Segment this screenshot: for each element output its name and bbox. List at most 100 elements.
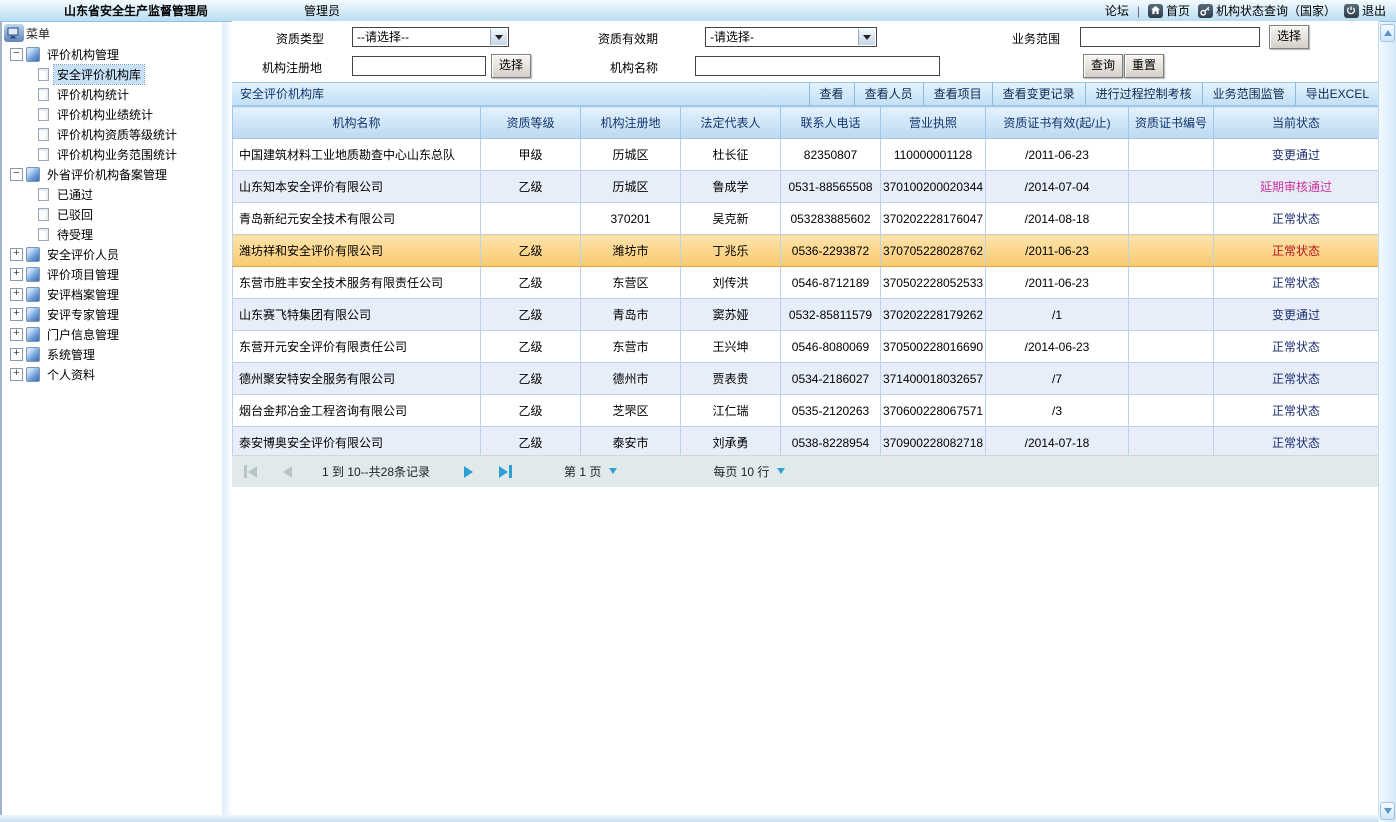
process-control-audit-button[interactable]: 进行过程控制考核 <box>1084 83 1202 105</box>
reg-input[interactable] <box>352 56 486 76</box>
table-row[interactable]: 青岛新纪元安全技术有限公司 370201 吴克新 053283885602 37… <box>232 202 1379 235</box>
page-icon <box>38 147 49 161</box>
reset-button[interactable]: 重置 <box>1124 54 1165 78</box>
status-query-link[interactable]: 机构状态查询（国家） <box>1197 2 1336 19</box>
sidebar-item-yeji-tongji[interactable]: 评价机构业绩统计 <box>8 104 224 124</box>
cell-reg: 青岛市 <box>580 298 681 331</box>
first-page-button[interactable] <box>244 465 257 478</box>
expand-icon[interactable] <box>10 287 23 301</box>
sidebar-item-zizhi-dengji-tongji[interactable]: 评价机构资质等级统计 <box>8 124 224 144</box>
scroll-up-icon[interactable] <box>1380 24 1395 42</box>
table-row[interactable]: 德州聚安特安全服务有限公司 乙级 德州市 贾表贵 0534-2186027 37… <box>232 362 1379 395</box>
table-row[interactable]: 泰安博奥安全评价有限公司 乙级 泰安市 刘承勇 0538-8228954 370… <box>232 426 1379 459</box>
sidebar-item-yibohui[interactable]: 已驳回 <box>8 204 224 224</box>
cell-validity: /2014-06-23 <box>985 330 1129 363</box>
forum-link[interactable]: 论坛 <box>1104 4 1129 18</box>
chevron-down-icon[interactable] <box>609 467 618 478</box>
expand-icon[interactable] <box>10 267 23 281</box>
scope-label: 业务范围 <box>1012 32 1061 46</box>
cell-legal: 吴克新 <box>680 202 781 235</box>
chevron-down-icon[interactable] <box>777 467 786 478</box>
expand-icon[interactable] <box>10 307 23 321</box>
cell-cert-no <box>1128 330 1214 363</box>
cell-legal: 贾表贵 <box>680 362 781 395</box>
view-change-log-button[interactable]: 查看变更记录 <box>991 83 1085 105</box>
sidebar-group-pingjia-xiangmu-guanli[interactable]: 评价项目管理 <box>8 264 224 284</box>
table-row-selected[interactable]: 潍坊祥和安全评价有限公司 乙级 潍坊市 丁兆乐 0536-2293872 370… <box>232 234 1379 267</box>
home-link[interactable]: 首页 <box>1147 2 1190 19</box>
chevron-down-icon[interactable] <box>858 29 875 45</box>
sidebar-item-yitongguo[interactable]: 已通过 <box>8 184 224 204</box>
cell-validity: /2011-06-23 <box>985 138 1129 171</box>
logout-link[interactable]: 退出 <box>1343 2 1386 19</box>
name-input[interactable] <box>695 56 940 76</box>
expand-icon[interactable] <box>10 367 23 381</box>
cell-phone: 053283885602 <box>780 202 881 235</box>
scope-select-button[interactable]: 选择 <box>1269 25 1310 49</box>
folder-icon <box>26 166 40 182</box>
page-number-select[interactable]: 第 1 页 <box>564 463 618 480</box>
menu-title: 菜单 <box>26 26 51 41</box>
next-page-button[interactable] <box>464 465 474 478</box>
table-header-row: 机构名称 资质等级 机构注册地 法定代表人 联系人电话 营业执照 资质证书有效(… <box>232 106 1379 139</box>
reg-select-button[interactable]: 选择 <box>491 54 532 78</box>
cell-license: 370502228052533 <box>880 266 986 299</box>
table-row[interactable]: 东营市胜丰安全技术服务有限责任公司 乙级 东营区 刘传洪 0546-871218… <box>232 266 1379 299</box>
computer-icon <box>4 24 24 42</box>
table-row[interactable]: 山东赛飞特集团有限公司 乙级 青岛市 窦苏娅 0532-85811579 370… <box>232 298 1379 331</box>
col-header-name: 机构名称 <box>232 106 481 139</box>
cell-grade: 乙级 <box>480 362 581 395</box>
sidebar-group-anping-zhuanjia-guanli[interactable]: 安评专家管理 <box>8 304 224 324</box>
cell-validity: /2014-08-18 <box>985 202 1129 235</box>
collapse-icon[interactable] <box>10 47 23 61</box>
sidebar-group-waisheng-beian[interactable]: 外省评价机构备案管理 <box>8 164 224 184</box>
cell-phone: 0538-8228954 <box>780 426 881 459</box>
col-header-status: 当前状态 <box>1213 106 1379 139</box>
sidebar-item-yewu-fanwei-tongji[interactable]: 评价机构业务范围统计 <box>8 144 224 164</box>
last-page-button[interactable] <box>499 465 513 478</box>
table-row[interactable]: 烟台金邦冶金工程咨询有限公司 乙级 芝罘区 江仁瑞 0535-2120263 3… <box>232 394 1379 427</box>
view-personnel-button[interactable]: 查看人员 <box>853 83 923 105</box>
vertical-scrollbar[interactable] <box>1378 22 1396 822</box>
cell-reg: 芝罘区 <box>580 394 681 427</box>
sidebar-group-anping-dangan-guanli[interactable]: 安评档案管理 <box>8 284 224 304</box>
expand-icon[interactable] <box>10 327 23 341</box>
validity-select[interactable]: -请选择- <box>705 27 877 47</box>
sidebar-item-anquan-pingjia-jigouku[interactable]: 安全评价机构库 <box>8 63 224 85</box>
sidebar-item-daishouli[interactable]: 待受理 <box>8 224 224 244</box>
top-bar-links: 论坛 | 首页 机构状态查询（国家） 退出 <box>1105 0 1386 21</box>
prev-page-button[interactable] <box>283 465 292 478</box>
scope-input[interactable] <box>1080 27 1260 47</box>
type-select[interactable]: --请选择-- <box>352 27 509 47</box>
view-projects-button[interactable]: 查看项目 <box>922 83 992 105</box>
sidebar-divider <box>222 22 232 815</box>
status-badge: 变更通过 <box>1213 298 1379 331</box>
sidebar-group-pingjia-jigou-guanli[interactable]: 评价机构管理 <box>8 44 224 64</box>
sidebar-group-geren-ziliao[interactable]: 个人资料 <box>8 364 224 384</box>
sidebar-group-menhu-xinxi-guanli[interactable]: 门户信息管理 <box>8 324 224 344</box>
status-badge: 延期审核通过 <box>1213 170 1379 203</box>
rows-per-page-select[interactable]: 每页 10 行 <box>713 463 786 480</box>
sidebar-item-pingjia-jigou-tongji[interactable]: 评价机构统计 <box>8 84 224 104</box>
chevron-down-icon[interactable] <box>490 29 507 45</box>
scroll-down-icon[interactable] <box>1380 802 1395 820</box>
export-excel-button[interactable]: 导出EXCEL <box>1294 83 1379 105</box>
scope-supervision-button[interactable]: 业务范围监管 <box>1201 83 1295 105</box>
cell-cert-no <box>1128 202 1214 235</box>
cell-cert-no <box>1128 426 1214 459</box>
sidebar-group-anquan-pingjia-renyuan[interactable]: 安全评价人员 <box>8 244 224 264</box>
cell-reg: 历城区 <box>580 138 681 171</box>
expand-icon[interactable] <box>10 347 23 361</box>
table-row[interactable]: 东营开元安全评价有限责任公司 乙级 东营市 王兴坤 0546-8080069 3… <box>232 330 1379 363</box>
view-button[interactable]: 查看 <box>808 83 854 105</box>
folder-icon <box>26 266 40 282</box>
table-row[interactable]: 山东知本安全评价有限公司 乙级 历城区 鲁成学 0531-88565508 37… <box>232 170 1379 203</box>
query-button[interactable]: 查询 <box>1083 54 1124 78</box>
expand-icon[interactable] <box>10 247 23 261</box>
page-icon <box>38 227 49 241</box>
agency-table: 机构名称 资质等级 机构注册地 法定代表人 联系人电话 营业执照 资质证书有效(… <box>232 106 1379 459</box>
page-icon <box>38 207 49 221</box>
sidebar-group-xitong-guanli[interactable]: 系统管理 <box>8 344 224 364</box>
collapse-icon[interactable] <box>10 167 23 181</box>
table-row[interactable]: 中国建筑材料工业地质勘查中心山东总队 甲级 历城区 杜长征 82350807 1… <box>232 138 1379 171</box>
